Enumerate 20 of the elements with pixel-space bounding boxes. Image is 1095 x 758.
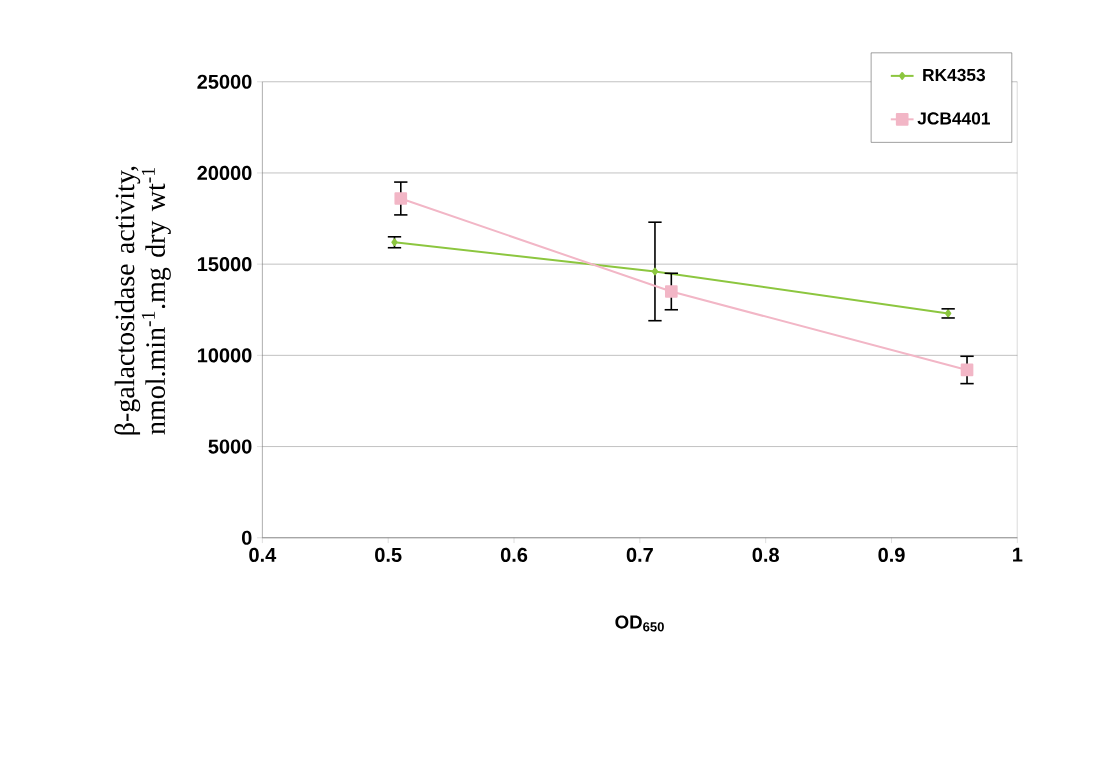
y-tick-label: 20000 [197, 165, 252, 181]
y-tick-label: 5000 [208, 439, 252, 454]
y-tick-label: 10000 [197, 348, 252, 363]
x-tick-label: 0.5 [375, 547, 402, 562]
legend-label: JCB4401 [917, 112, 990, 125]
point [664, 285, 678, 298]
point [394, 192, 408, 205]
x-tick-label: 0.8 [752, 547, 779, 562]
x-tick-label: 0.4 [249, 547, 277, 562]
legend-label: RK4353 [923, 68, 986, 82]
y-tick-label: 0 [241, 530, 252, 545]
x-tick-label: 1 [1013, 547, 1023, 562]
x-tick-label: 0.7 [626, 547, 653, 562]
point [651, 267, 659, 276]
point [960, 363, 974, 377]
y-tick-label: 15000 [197, 257, 252, 272]
y-tick-label: 25000 [197, 74, 252, 89]
x-tick-label: 0.9 [878, 547, 905, 562]
x-axis-title: OD$_{650}$ [615, 615, 664, 632]
x-tick-label: 0.6 [500, 547, 528, 562]
